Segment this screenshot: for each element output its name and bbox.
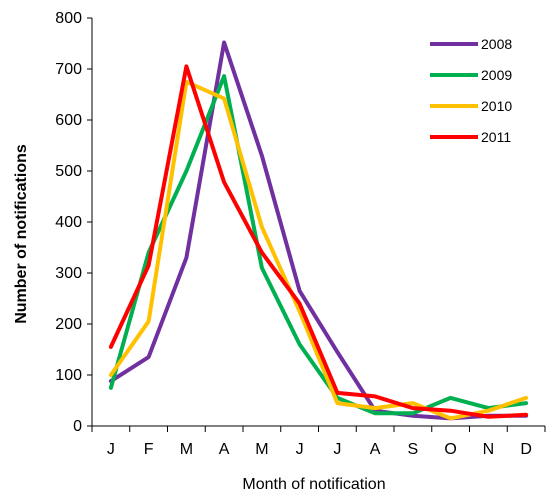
x-tick-label: D — [520, 441, 532, 458]
x-tick-label: F — [144, 441, 154, 458]
y-tick-label: 600 — [55, 112, 82, 129]
x-tick-label: N — [483, 441, 495, 458]
x-tick-label: M — [255, 441, 268, 458]
x-tick-label: A — [370, 441, 381, 458]
series-line-2009 — [108, 74, 529, 416]
x-tick-label: A — [219, 441, 230, 458]
y-axis-title: Number of notifications — [13, 144, 30, 324]
ticks: 0 100 200 300 400 500 600 700 800 J F M A M J J A S O N D — [55, 10, 546, 458]
series-line-2010 — [108, 79, 529, 421]
x-tick-label: J — [107, 441, 115, 458]
x-tick-label: O — [444, 441, 456, 458]
legend-label: 2008 — [481, 36, 512, 52]
y-tick-label: 200 — [55, 316, 82, 333]
y-tick-label: 700 — [55, 61, 82, 78]
x-tick-label: J — [296, 441, 304, 458]
x-tick-label: S — [408, 441, 419, 458]
legend: 2008 2009 2010 2011 — [430, 36, 512, 145]
axes — [91, 18, 545, 427]
series-line-2011 — [108, 64, 529, 419]
y-tick-label: 0 — [73, 418, 82, 435]
legend-label: 2011 — [481, 129, 511, 145]
y-tick-label: 300 — [55, 265, 82, 282]
y-tick-label: 400 — [55, 214, 82, 231]
series-lines — [108, 40, 529, 421]
y-tick-label: 800 — [55, 10, 82, 27]
x-axis-title: Month of notification — [242, 476, 385, 493]
legend-label: 2009 — [481, 67, 512, 83]
x-tick-label: J — [333, 441, 341, 458]
x-tick-label: M — [180, 441, 193, 458]
y-tick-label: 500 — [55, 163, 82, 180]
legend-label: 2010 — [481, 98, 512, 114]
y-tick-label: 100 — [55, 367, 82, 384]
